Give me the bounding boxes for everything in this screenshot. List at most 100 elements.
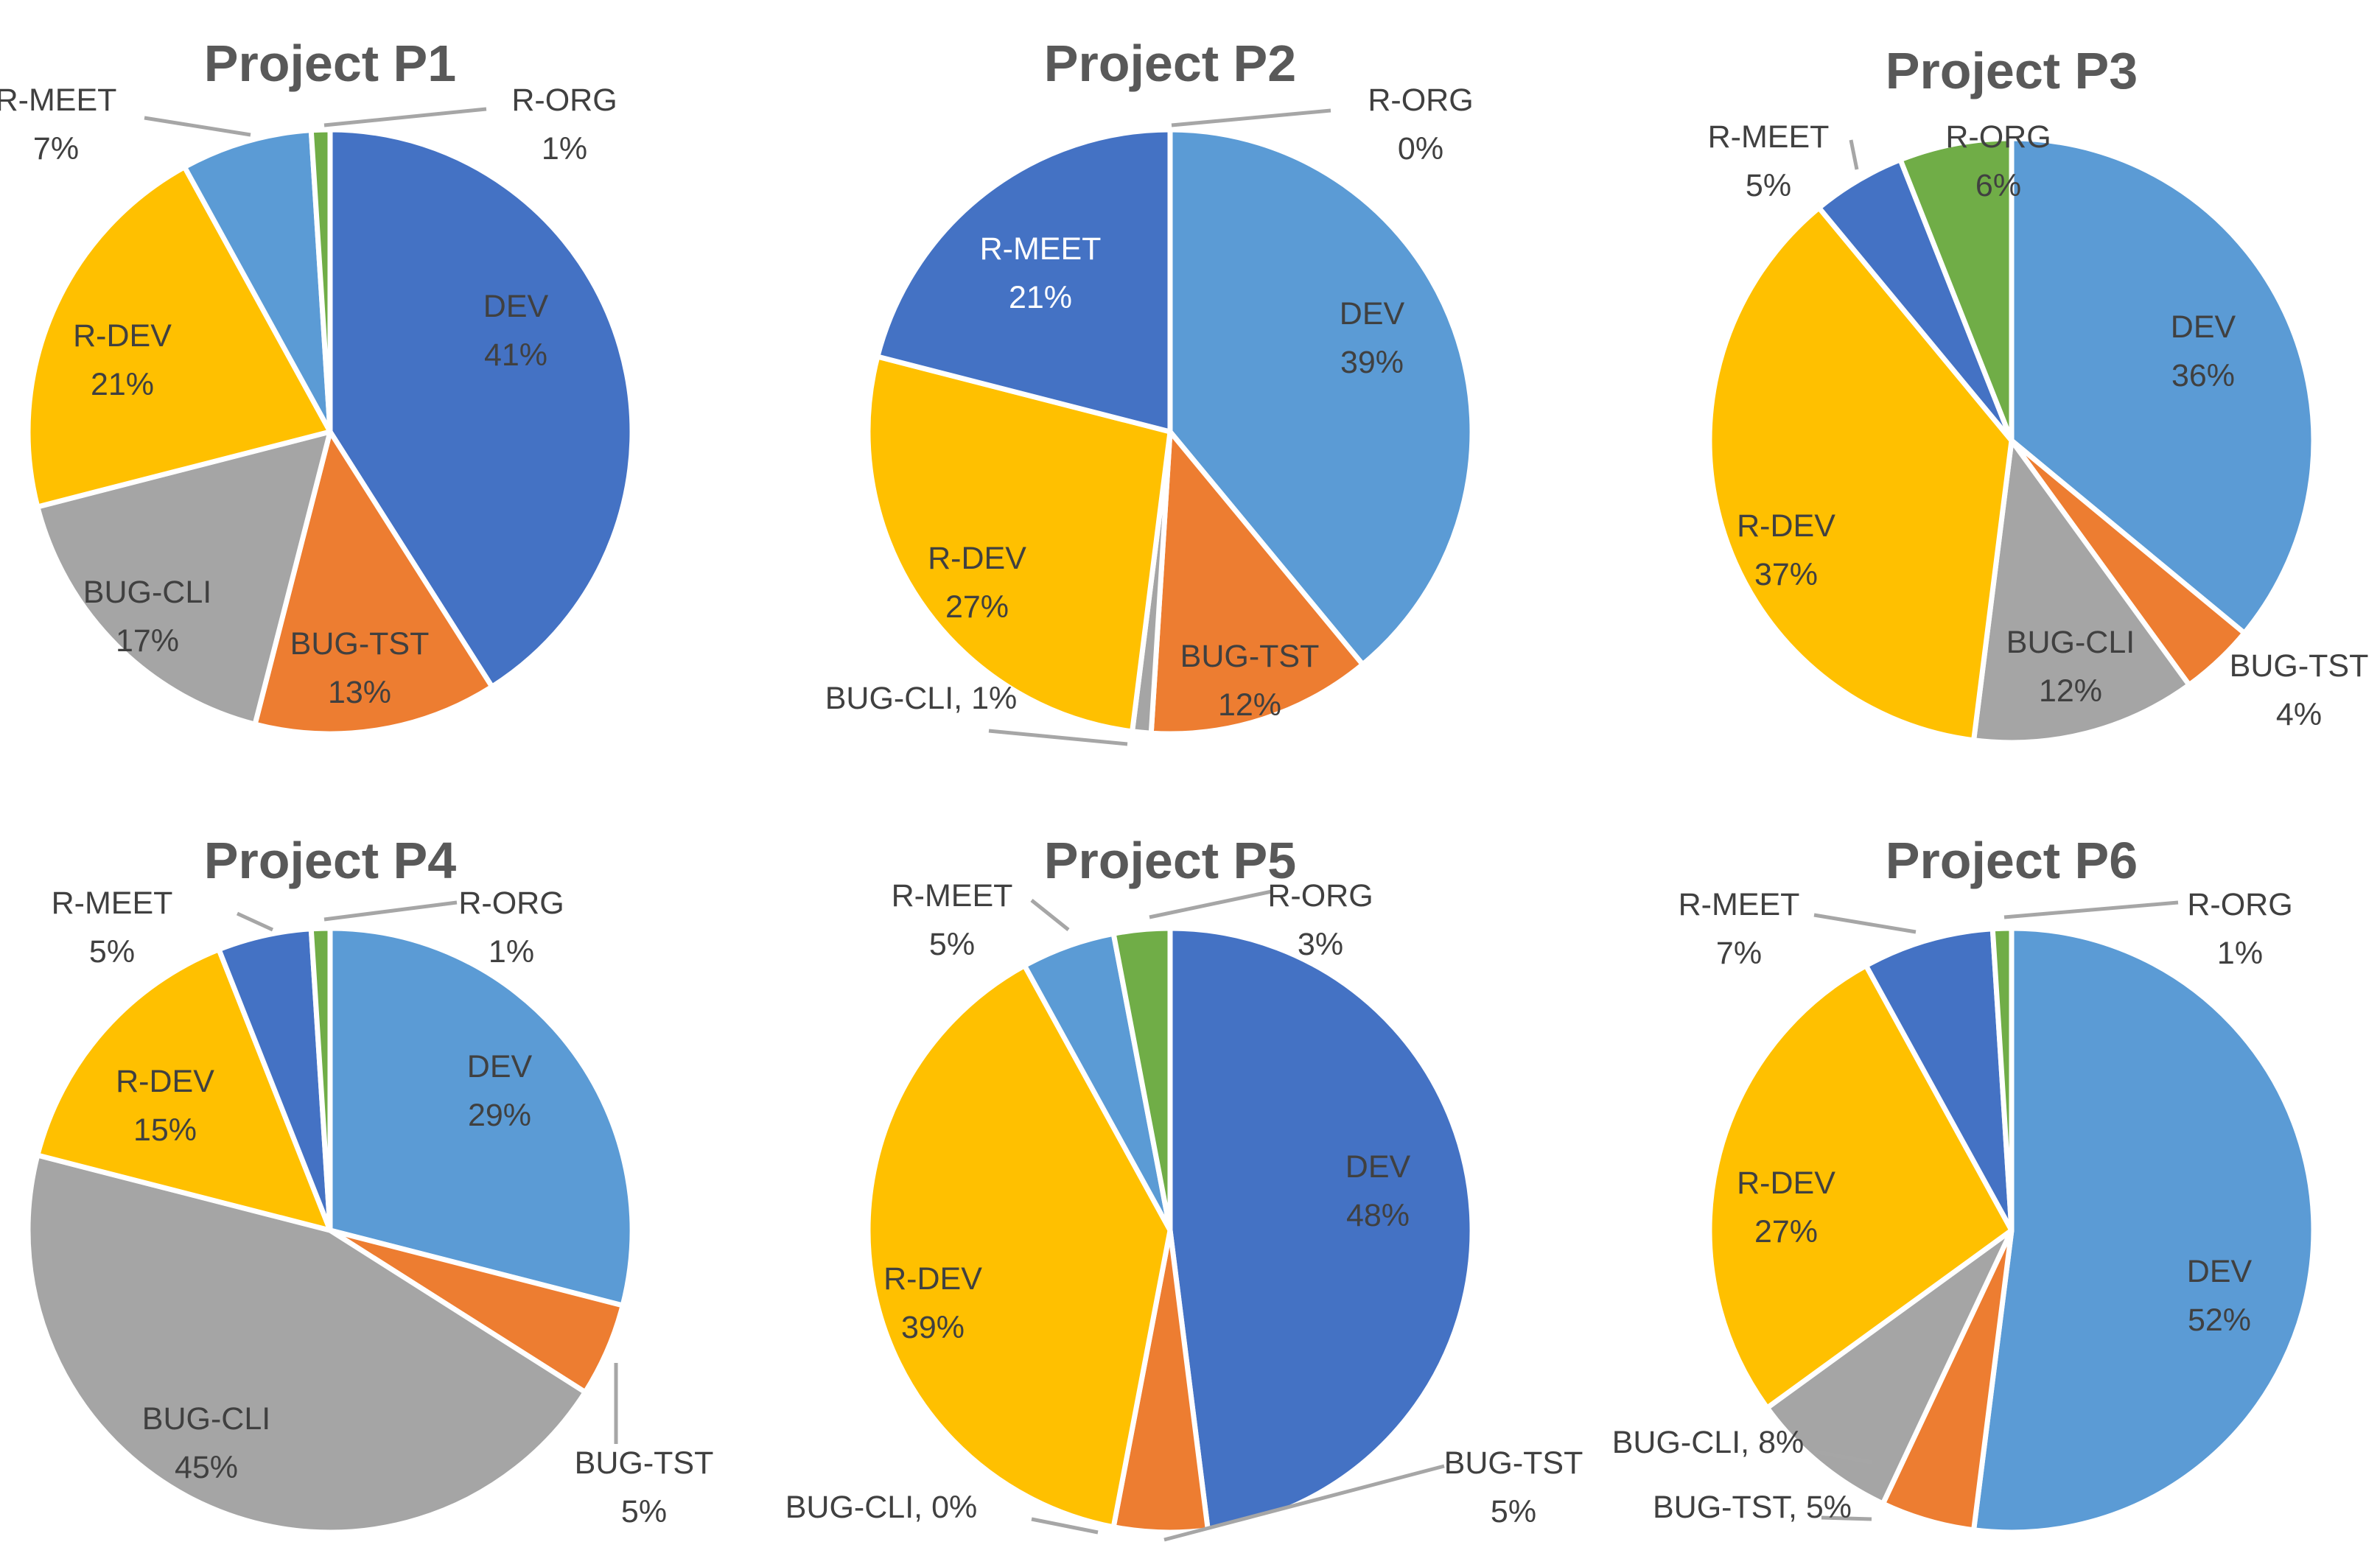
slice-label-percent: 5% <box>1746 168 1791 203</box>
slice-r-org <box>1110 925 1173 1233</box>
slice-label-name: R-DEV <box>73 318 172 354</box>
slice-label-name: DEV <box>1345 1149 1411 1185</box>
slice-label-name: DEV <box>1340 296 1405 332</box>
slice-label-name: R-MEET <box>52 886 173 921</box>
slice-r-meet <box>875 127 1173 435</box>
slice-label-name: DEV <box>2171 309 2236 345</box>
leader-line <box>1849 139 1859 170</box>
leader-line <box>1171 108 1331 127</box>
slice-label-name: R-MEET <box>0 83 116 118</box>
slice-label-percent: 5% <box>1806 1490 1852 1525</box>
leader-line <box>323 107 487 127</box>
chart-title: Project P2 <box>1044 35 1296 92</box>
slice-label-name: BUG-TST <box>1444 1445 1583 1481</box>
slice-label-name: R-MEET <box>980 231 1102 267</box>
slice-label-percent: 27% <box>1754 1214 1818 1249</box>
slice-label-separator: , <box>1788 1490 1806 1525</box>
slice-label-percent: 52% <box>2188 1303 2251 1338</box>
slice-label-percent: 41% <box>484 337 547 373</box>
slice-dev <box>1971 925 2317 1535</box>
slice-label-name: R-DEV <box>1737 1165 1835 1201</box>
slice-r-dev <box>865 963 1173 1530</box>
slice-label-name: DEV <box>467 1049 533 1084</box>
slice-r-dev <box>1707 205 2015 743</box>
slice-label: BUG-CLI, 1% <box>825 681 1017 716</box>
slice-label-percent: 21% <box>91 367 154 402</box>
slice-label-name: R-ORG <box>2187 887 2292 922</box>
slice-label-name: BUG-CLI <box>825 681 953 716</box>
slice-bug-cli <box>35 429 333 727</box>
pie-chart-3: Project P3 DEV 36% BUG-TST 4% BUG-CLI 12% R-DEV… <box>1707 42 2369 746</box>
leader-line <box>1813 1449 1872 1465</box>
slice-label-percent: 1% <box>489 934 534 970</box>
leader-line <box>1030 899 1070 931</box>
slice-label-percent: 17% <box>116 623 179 659</box>
slice-r-org <box>1989 925 2015 1233</box>
slice-r-org <box>308 127 333 435</box>
slice-label-name: R-MEET <box>1679 887 1800 922</box>
slice-r-org <box>308 925 333 1233</box>
leader-line <box>1813 913 1917 934</box>
slice-label: BUG-TST, 5% <box>1653 1490 1852 1525</box>
slice-label-name: BUG-CLI <box>83 575 211 610</box>
chart-title: Project P6 <box>1886 832 2138 889</box>
slice-label-percent: 45% <box>175 1450 238 1485</box>
slice-r-dev <box>1707 963 2015 1411</box>
slice-label-percent: 5% <box>621 1494 667 1529</box>
pie-chart-4: Project P4 DEV 29% BUG-TST 5% BUG-CLI 45% R-DEV… <box>25 832 713 1535</box>
slice-label-name: R-ORG <box>1368 83 1473 118</box>
slice-r-dev <box>35 947 333 1233</box>
slice-label-name: R-DEV <box>928 541 1026 576</box>
slice-label-percent: 0% <box>931 1490 977 1525</box>
slice-label-name: R-DEV <box>116 1064 214 1099</box>
leader-line <box>1149 889 1273 919</box>
slice-label-name: DEV <box>2187 1254 2253 1289</box>
slice-label-percent: 7% <box>1716 936 1762 971</box>
slice-label-percent: 1% <box>2217 936 2263 971</box>
slice-label-percent: 0% <box>1398 131 1443 166</box>
slice-bug-cli <box>1764 1227 2015 1507</box>
chart-title: Project P5 <box>1044 832 1296 889</box>
slice-label-percent: 36% <box>2171 358 2235 393</box>
slice-label-name: BUG-CLI <box>142 1401 270 1437</box>
slice-label-percent: 5% <box>1491 1494 1536 1529</box>
slice-bug-cli <box>25 1152 588 1535</box>
slice-label-name: BUG-TST <box>2230 648 2369 684</box>
slice-label-name: R-DEV <box>1737 508 1835 544</box>
slice-r-org <box>1897 136 2015 444</box>
slice-dev <box>1167 127 1475 667</box>
slice-label-percent: 39% <box>901 1310 965 1345</box>
slice-label-name: BUG-CLI <box>785 1490 914 1525</box>
chart-title: Project P4 <box>204 832 456 889</box>
leader-line <box>1821 1515 1872 1521</box>
slice-label-name: BUG-CLI <box>1612 1425 1740 1460</box>
slice-label-percent: 13% <box>328 675 391 710</box>
slice-label-name: R-ORG <box>1945 119 2051 155</box>
slice-label-name: R-ORG <box>1267 878 1373 914</box>
slice-label-percent: 1% <box>971 681 1017 716</box>
pie-chart-5: Project P5 DEV 48% BUG-TST 5% BUG-CLI, 0% R-DE… <box>785 832 1583 1542</box>
slice-bug-cli <box>1971 438 2192 746</box>
slice-label-name: R-ORG <box>458 886 564 921</box>
slice-r-dev <box>865 354 1173 735</box>
leader-line <box>2003 900 2179 919</box>
slice-dev <box>2009 136 2317 636</box>
slice-label-separator: , <box>1740 1425 1758 1460</box>
leader-line <box>144 116 251 137</box>
slice-label-percent: 8% <box>1758 1425 1804 1460</box>
slice-label-name: R-MEET <box>892 878 1013 914</box>
slice-label-percent: 6% <box>1975 168 2021 203</box>
slice-r-meet <box>181 127 333 435</box>
slice-label-name: DEV <box>483 289 549 324</box>
slice-label-name: BUG-CLI <box>2006 625 2135 660</box>
slice-label: BUG-CLI, 8% <box>1612 1425 1804 1460</box>
chart-title: Project P3 <box>1886 42 2138 99</box>
slice-label-separator: , <box>953 681 971 716</box>
slice-label-name: BUG-TST <box>1180 639 1320 674</box>
slice-label-percent: 48% <box>1346 1198 1410 1233</box>
pie-chart-2: Project P2 DEV 39% BUG-TST 12% BUG-CLI, 1% R-D… <box>825 35 1475 746</box>
slice-label-percent: 12% <box>1218 687 1281 723</box>
slice-label-name: BUG-TST <box>290 626 430 662</box>
slice-label-percent: 15% <box>133 1112 197 1148</box>
